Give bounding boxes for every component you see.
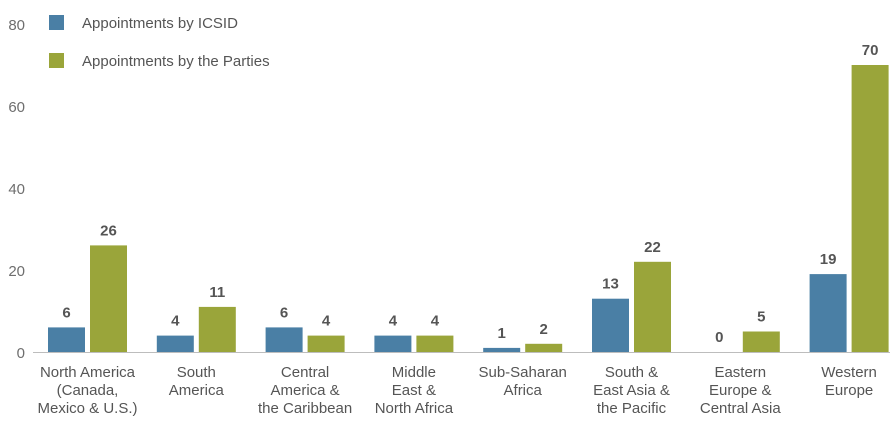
category-label: North America (Canada, Mexico & U.S.) bbox=[37, 364, 137, 417]
data-label: 2 bbox=[540, 321, 548, 338]
category-label-line: America bbox=[169, 382, 225, 399]
data-label: 70 bbox=[862, 42, 879, 59]
category-label-line: the Caribbean bbox=[258, 400, 352, 417]
y-tick-label: 60 bbox=[8, 99, 25, 116]
bar-icsid bbox=[156, 335, 194, 352]
data-label: 22 bbox=[644, 239, 661, 256]
category-label-line: North America bbox=[40, 364, 136, 381]
data-label: 19 bbox=[820, 251, 837, 268]
bar-parties bbox=[90, 245, 127, 352]
category-label-line: Africa bbox=[504, 382, 543, 399]
y-tick-label: 80 bbox=[8, 17, 25, 34]
category-label-line: Europe bbox=[825, 382, 873, 399]
bar-parties bbox=[198, 306, 236, 352]
category-label-line: America & bbox=[271, 382, 340, 399]
category-label-line: Central Asia bbox=[700, 400, 782, 417]
category-label-line: Eastern bbox=[714, 364, 766, 381]
bar-parties bbox=[307, 335, 345, 352]
category-label: Central America & the Caribbean bbox=[258, 364, 352, 417]
category-label-line: Mexico & U.S.) bbox=[37, 400, 137, 417]
data-label: 11 bbox=[209, 284, 225, 301]
bar-parties bbox=[416, 335, 454, 352]
bar-icsid bbox=[374, 335, 412, 352]
y-tick-label: 20 bbox=[8, 263, 25, 280]
data-label: 4 bbox=[389, 313, 398, 330]
category-label: Western Europe bbox=[821, 364, 877, 399]
category-label-line: (Canada, bbox=[57, 382, 119, 399]
bar-parties bbox=[634, 261, 671, 352]
data-labels: 6 26 4 11 6 4 4 4 1 2 13 22 0 5 19 70 bbox=[62, 42, 878, 346]
data-label: 26 bbox=[100, 222, 117, 239]
bars bbox=[48, 65, 889, 352]
y-tick-label: 0 bbox=[17, 345, 25, 362]
y-tick-label: 40 bbox=[8, 181, 25, 198]
data-label: 5 bbox=[757, 309, 765, 326]
bar-icsid bbox=[483, 347, 521, 352]
bar-icsid bbox=[809, 274, 847, 352]
bar-icsid bbox=[265, 327, 303, 352]
legend: Appointments by ICSID Appointments by the… bbox=[49, 15, 270, 70]
category-label-line: South bbox=[177, 364, 216, 381]
category-label-line: Middle bbox=[392, 364, 436, 381]
category-labels: North America (Canada, Mexico & U.S.) South… bbox=[37, 364, 876, 417]
category-label-line: North Africa bbox=[375, 400, 454, 417]
data-label: 4 bbox=[322, 313, 331, 330]
data-label: 6 bbox=[280, 304, 288, 321]
category-label-line: East Asia & bbox=[593, 382, 670, 399]
bar-parties bbox=[742, 331, 780, 352]
category-label-line: the Pacific bbox=[597, 400, 667, 417]
category-label: South & East Asia & the Pacific bbox=[593, 364, 670, 417]
data-label: 4 bbox=[171, 313, 180, 330]
category-label-line: Central bbox=[281, 364, 329, 381]
category-label-line: East & bbox=[392, 382, 436, 399]
legend-swatch bbox=[49, 53, 64, 68]
data-label: 13 bbox=[602, 276, 619, 293]
legend-swatch bbox=[49, 15, 64, 30]
legend-label: Appointments by ICSID bbox=[82, 15, 238, 32]
data-label: 0 bbox=[715, 329, 723, 346]
data-label: 4 bbox=[431, 313, 440, 330]
category-label-line: Western bbox=[821, 364, 877, 381]
category-label: Middle East & North Africa bbox=[375, 364, 454, 417]
category-label-line: Sub-Saharan bbox=[478, 364, 566, 381]
y-axis: 0 20 40 60 80 bbox=[8, 17, 25, 362]
category-label-line: South & bbox=[605, 364, 658, 381]
bar-icsid bbox=[48, 327, 85, 352]
bar-icsid bbox=[592, 298, 629, 352]
category-label: Sub-Saharan Africa bbox=[478, 364, 566, 399]
legend-label: Appointments by the Parties bbox=[82, 53, 270, 70]
category-label: South America bbox=[169, 364, 225, 399]
category-label-line: Europe & bbox=[709, 382, 772, 399]
data-label: 6 bbox=[62, 304, 70, 321]
category-label: Eastern Europe & Central Asia bbox=[700, 364, 782, 417]
bar-parties bbox=[851, 65, 889, 352]
bar-parties bbox=[525, 343, 563, 352]
data-label: 1 bbox=[498, 325, 506, 342]
